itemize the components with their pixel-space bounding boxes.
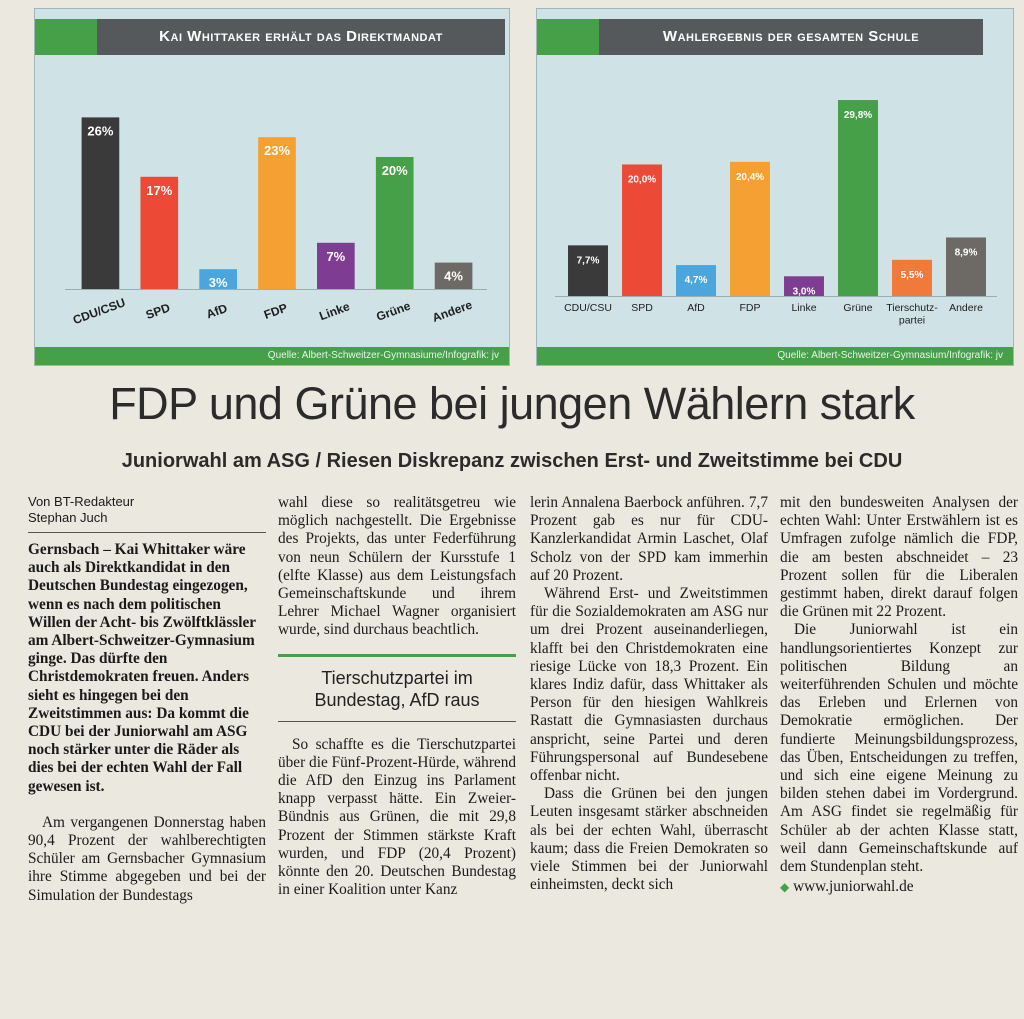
bar-fdp [258,137,296,289]
chart-title-accent [35,19,97,55]
chart-title: Wahlergebnis der gesamten Schule [599,19,983,55]
article-headline: FDP und Grüne bei jungen Wählern stark [109,378,915,429]
chart-direktmandat: Kai Whittaker erhält das Direktmandat 26… [34,8,510,366]
data-label: 20,0% [628,174,656,185]
diamond-bullet-icon: ◆ [780,880,790,895]
chart-title: Kai Whittaker erhält das Direktmandat [97,19,505,55]
bar-fdp [730,161,770,296]
link-text[interactable]: www.juniorwahl.de [793,878,914,896]
chart-gesamte-schule: Wahlergebnis der gesamten Schule 7,7% CDU… [536,8,1014,366]
article-column-1: Von BT-Redakteur Stephan Juch Gernsbach … [28,494,266,905]
data-label: 3% [209,275,228,290]
article-paragraph-continued: mit den bundesweiten Analysen der echten… [780,494,1018,621]
bar-linke [784,276,824,296]
data-label: 8,9% [955,247,978,258]
article-paragraph-continued: lerin Annalena Baerbock anführen. 7,7 Pr… [530,494,768,584]
chart-title-accent [537,19,599,55]
article-column-4: mit den bundesweiten Analysen der echten… [780,494,1018,896]
bar-linke [317,242,355,289]
article-paragraph: Während Erst- und Zweitstimmen für die S… [530,585,768,785]
bar-grüne [838,100,878,297]
category-label: Grüne [843,302,872,314]
bar-cducsu [81,117,120,290]
data-label: 5,5% [901,270,924,281]
category-label: Linke [791,302,816,314]
category-label: FDP [740,302,761,314]
data-label: 23% [264,143,290,158]
article-subhead: Juniorwahl am ASG / Riesen Diskrepanz zw… [121,450,903,472]
data-label: 4,7% [685,275,708,286]
data-label: 20% [382,163,408,178]
article-paragraph: Die Juniorwahl ist ein handlungsorientie… [780,621,1018,876]
bar-spd [140,176,179,289]
bar-cducsu [568,245,608,296]
article-column-2: wahl diese so realitätsgetreu wie möglic… [278,494,516,899]
bar-andere [946,237,986,296]
bar-andere [434,262,473,289]
category-label: Grüne [374,299,412,324]
data-label: 29,8% [844,110,872,121]
byline: Von BT-Redakteur Stephan Juch [28,494,266,533]
category-label: CDU/CSU [71,295,127,327]
article-paragraph: So schaffte es die Tierschutzpartei über… [278,735,516,899]
category-label: Tierschutz-partei [886,302,938,327]
bar-tierschutzpartei [892,259,932,296]
article-paragraph: Am vergangenen Donnerstag haben 90,4 Pro… [28,813,266,904]
bar-grüne [375,157,414,289]
data-label: 20,4% [736,172,764,183]
category-label: SPD [631,302,653,314]
article-link[interactable]: ◆ www.juniorwahl.de [780,878,1018,896]
category-label: AfD [687,302,705,314]
category-label: FDP [262,301,289,322]
article-column-3: lerin Annalena Baerbock anführen. 7,7 Pr… [530,494,768,894]
byline-role: Von BT-Redakteur [28,494,135,509]
category-label: SPD [144,300,172,322]
byline-author: Stephan Juch [28,510,108,525]
category-label: AfD [204,301,229,322]
article-paragraph: Dass die Grünen bei den jungen Leuten in… [530,785,768,894]
data-label: 17% [146,183,172,198]
bar-afd [676,265,716,296]
bar-afd [199,269,237,289]
bar-chart-gesamte-schule: 7,7% CDU/CSU 20,0% SPD 4,7% AfD 20,4% FDP 3,0% Li… [555,100,997,327]
category-label: CDU/CSU [564,302,612,314]
article-interhead: Tierschutzpartei im Bundestag, AfD raus [278,653,516,722]
article-paragraph-continued: wahl diese so realitätsgetreu wie möglic… [278,494,516,639]
category-label: Andere [430,297,474,324]
data-label: 7% [326,249,345,264]
data-label: 3,0% [793,286,816,297]
data-label: 4% [444,269,463,284]
data-label: 7,7% [577,255,600,266]
bar-spd [622,164,662,296]
bar-chart-direktmandat: 26% CDU/CSU 17% SPD 3% AfD 23% FDP 7% Linke 20% Grü… [65,117,487,327]
category-label: Linke [317,299,352,323]
chart-source: Quelle: Albert-Schweitzer-Gymnasium/Info… [537,347,1013,365]
category-label: Andere [949,302,983,314]
data-label: 26% [87,123,113,138]
article-lead: Gernsbach – Kai Whittaker wäre auch als … [28,541,256,795]
chart-source: Quelle: Albert-Schweitzer-Gymnasiume/Inf… [35,347,509,365]
